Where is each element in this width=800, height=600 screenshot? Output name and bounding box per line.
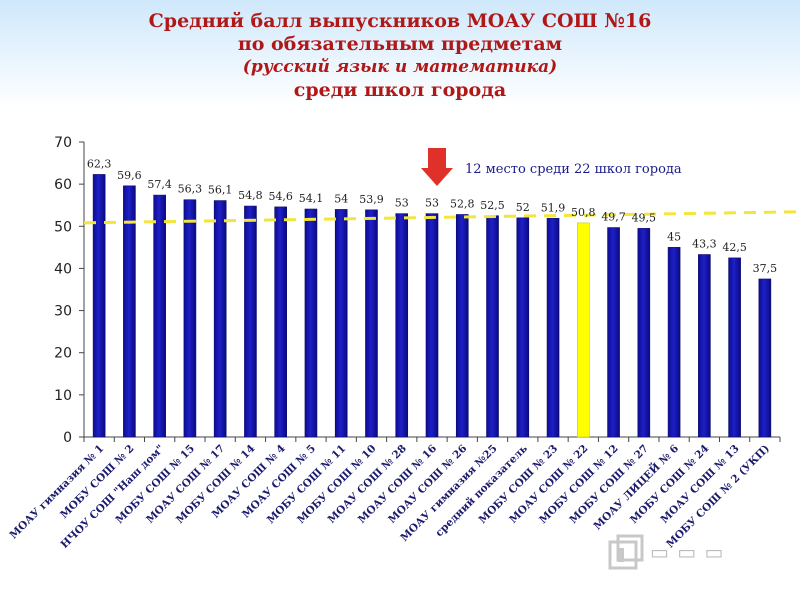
bar (365, 209, 378, 438)
bar (244, 205, 257, 438)
bar (123, 185, 136, 438)
bar (334, 209, 348, 438)
data-label: 53,9 (359, 193, 384, 206)
y-tick-label: 50 (54, 219, 72, 235)
watermark-mark: ▭ ▭ ▭ (650, 540, 725, 564)
data-label: 49,7 (601, 211, 626, 224)
data-label: 52,8 (450, 197, 475, 210)
down-arrow-icon (421, 148, 453, 186)
bar (486, 215, 499, 438)
y-tick-label: 10 (54, 388, 72, 404)
data-label: 59,6 (117, 169, 142, 182)
bar (758, 278, 772, 438)
bar (92, 174, 106, 438)
data-label: 45 (667, 230, 681, 243)
bar (637, 228, 651, 438)
watermark-logo: ▭ ▭ ▭ (650, 540, 724, 564)
data-label: 42,5 (722, 241, 747, 254)
bar (455, 214, 469, 438)
data-label: 54,8 (238, 189, 263, 202)
data-label: 52,5 (480, 199, 505, 212)
data-label: 37,5 (753, 262, 778, 275)
bar (425, 213, 439, 438)
bar (183, 199, 197, 438)
bar (153, 194, 166, 438)
chart-title: Средний балл выпускников МОАУ СОШ №16 по… (0, 10, 800, 102)
data-label: 49,5 (632, 211, 657, 224)
title-line-1: Средний балл выпускников МОАУ СОШ №16 (148, 10, 652, 32)
data-label: 54 (334, 192, 348, 205)
data-label: 53 (395, 197, 409, 210)
data-label: 54,6 (268, 190, 293, 203)
title-line-3: (русский язык и математика) (242, 57, 558, 77)
data-label: 62,3 (87, 157, 112, 170)
bar (213, 200, 227, 438)
rank-annotation: 12 место среди 22 школ города (421, 148, 682, 186)
bar (516, 217, 530, 438)
data-label: 54,1 (299, 192, 324, 205)
y-tick-label: 40 (54, 261, 72, 277)
title-line-2: по обязательным предметам (237, 33, 563, 55)
data-labels: 62,3 59,6 57,4 56,3 56,1 54,8 54,6 54,1 54 53,9 53… (87, 157, 777, 275)
bar (607, 227, 620, 438)
bar (546, 217, 560, 438)
bar (395, 213, 409, 438)
data-label: 53 (425, 197, 439, 210)
data-label: 56,1 (208, 184, 233, 197)
bar (698, 254, 711, 438)
chart-bars (92, 174, 772, 438)
title-line-4: среди школ города (293, 79, 507, 101)
bar (728, 257, 741, 438)
data-label: 57,4 (147, 178, 172, 191)
y-tick-label: 20 (54, 346, 72, 362)
watermark-logo-icon (608, 534, 644, 570)
y-tick-label: 60 (54, 177, 72, 193)
bar (304, 208, 318, 438)
bar (274, 206, 287, 438)
bar (577, 222, 590, 438)
data-label: 43,3 (692, 238, 717, 251)
data-label: 50,8 (571, 206, 596, 219)
rank-note-text: 12 место среди 22 школ города (465, 162, 682, 177)
data-label: 52 (516, 201, 530, 214)
y-tick-label: 70 (54, 135, 72, 151)
data-label: 51,9 (541, 201, 566, 214)
data-label: 56,3 (178, 183, 203, 196)
y-tick-label: 0 (63, 430, 72, 446)
bar (667, 247, 681, 438)
y-tick-label: 30 (54, 304, 72, 320)
